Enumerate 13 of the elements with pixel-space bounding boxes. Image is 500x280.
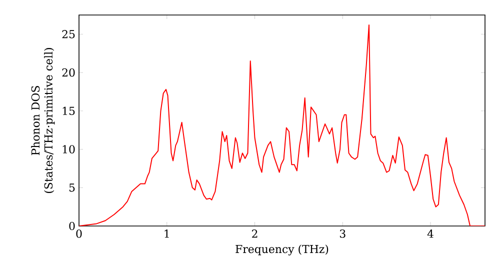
x-tick-label: 2 bbox=[252, 230, 258, 238]
y-tick-label: 25 bbox=[62, 30, 75, 38]
y-tick-label: 15 bbox=[62, 106, 75, 116]
x-tick-label: 4 bbox=[427, 230, 434, 238]
x-tick-label: 0 bbox=[76, 230, 82, 238]
x-tick-label: 1 bbox=[164, 230, 169, 238]
y-tick-label: 5 bbox=[69, 184, 75, 192]
x-tick-label: 3 bbox=[340, 230, 346, 238]
y-tick-label: 10 bbox=[62, 145, 75, 154]
x-axis-title: Frequency (THz) bbox=[236, 244, 328, 256]
y-tick-label: 20 bbox=[62, 68, 75, 77]
y-tick-label: 0 bbox=[69, 222, 75, 230]
y-axis-title: Phonon DOS (States/THz·primitive cell) bbox=[31, 48, 55, 193]
